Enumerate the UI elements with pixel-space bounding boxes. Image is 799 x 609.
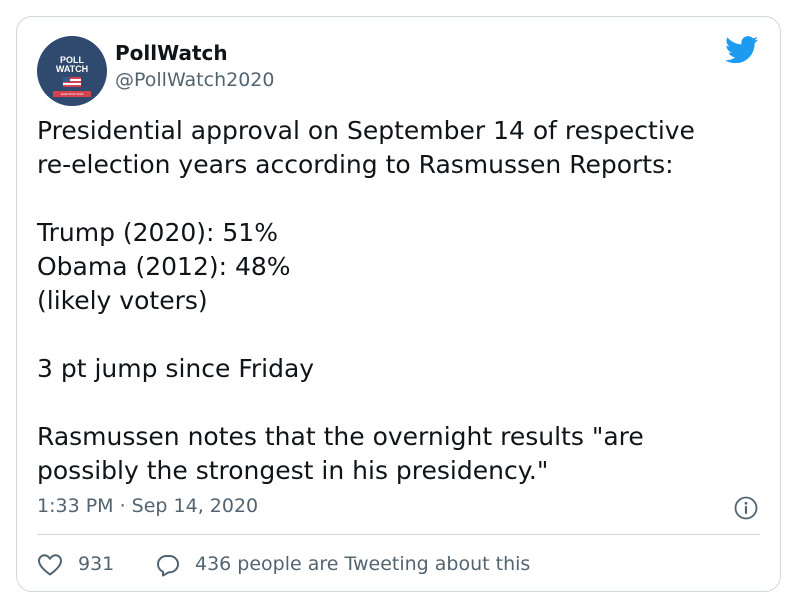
heart-icon[interactable] [37, 553, 63, 577]
tweet-line: possibly the strongest in his presidency… [37, 456, 549, 485]
avatar-text-watch: WATCH [55, 64, 89, 74]
like-count[interactable]: 931 [78, 553, 115, 575]
tweet-line: re-election years according to Rasmussen… [37, 150, 674, 179]
tweet-line: 3 pt jump since Friday [37, 354, 315, 383]
tweet-timestamp[interactable]: 1:33 PM · Sep 14, 2020 [37, 495, 259, 517]
tweet-line: Rasmussen notes that the overnight resul… [37, 422, 644, 451]
info-icon[interactable] [734, 496, 758, 520]
author-handle[interactable]: @PollWatch2020 [115, 69, 275, 91]
speech-bubble-icon[interactable] [156, 553, 180, 577]
avatar-text-poll: POLL [60, 55, 84, 65]
twitter-bird-icon[interactable] [725, 36, 759, 64]
divider [37, 534, 760, 535]
flag-icon [63, 77, 81, 87]
author-name[interactable]: PollWatch [115, 41, 228, 65]
tweet-line: Obama (2012): 48% [37, 252, 291, 281]
avatar-ribbon: ELECTION 2020 [53, 91, 91, 97]
tweet-line: Trump (2020): 51% [37, 218, 278, 247]
tweet-line: Presidential approval on September 14 of… [37, 116, 695, 145]
tweet-line: (likely voters) [37, 286, 208, 315]
avatar[interactable]: POLL WATCH ELECTION 2020 [37, 36, 107, 106]
tweet-text: Presidential approval on September 14 of… [37, 114, 767, 488]
tweet-card[interactable]: POLL WATCH ELECTION 2020 PollWatch @Poll… [16, 16, 781, 592]
conversation-link[interactable]: 436 people are Tweeting about this [195, 553, 531, 575]
